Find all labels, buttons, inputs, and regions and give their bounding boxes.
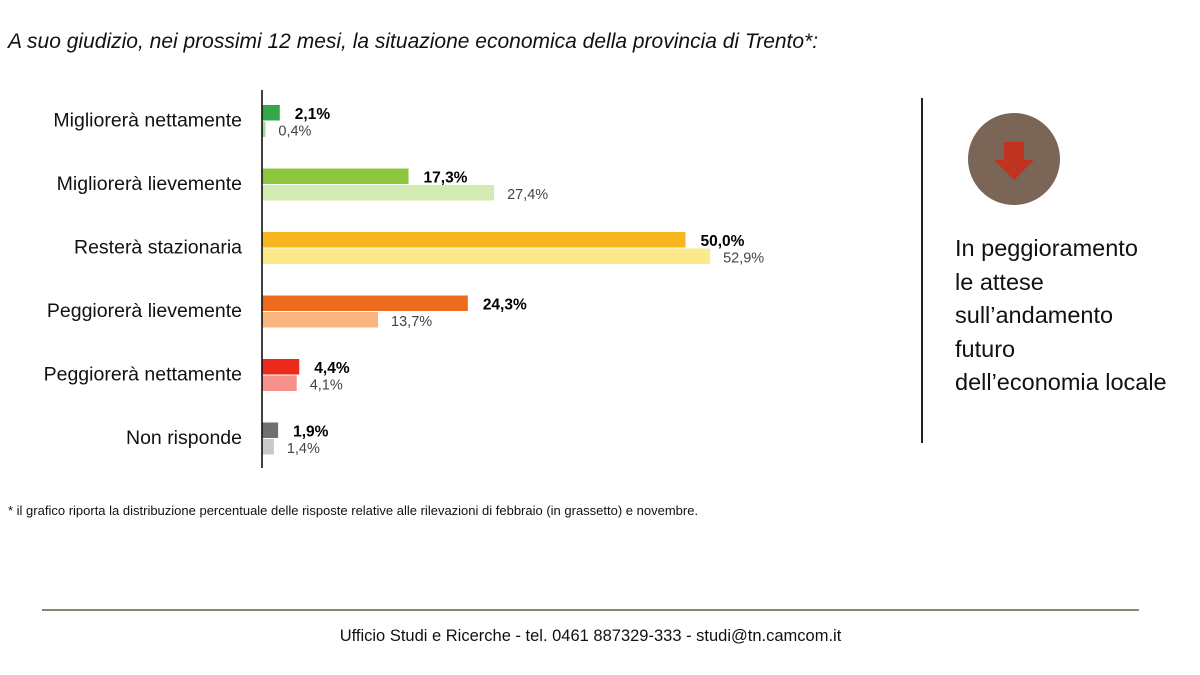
- trend-badge: [967, 112, 1061, 206]
- data-label-novembre: 52,9%: [723, 251, 764, 267]
- chart-question: A suo giudizio, nei prossimi 12 mesi, la…: [8, 30, 819, 53]
- bar-novembre: [262, 312, 379, 328]
- bar-febbraio: [262, 168, 409, 184]
- bar-novembre: [262, 439, 274, 455]
- footer-divider: [42, 609, 1139, 611]
- bar-febbraio: [262, 359, 300, 375]
- bar-febbraio: [262, 232, 686, 248]
- bar-novembre: [262, 375, 297, 391]
- bar-novembre: [262, 121, 266, 137]
- category-label: Peggiorerà lievemente: [47, 300, 242, 322]
- bar-febbraio: [262, 295, 468, 311]
- data-label-novembre: 13,7%: [391, 314, 432, 330]
- side-line: le attese: [955, 268, 1044, 295]
- bar-febbraio: [262, 105, 280, 121]
- category-label: Migliorerà nettamente: [53, 110, 242, 132]
- data-label-febbraio: 17,3%: [424, 170, 468, 187]
- side-line: sull’andamento: [955, 302, 1114, 328]
- data-label-novembre: 0,4%: [278, 124, 311, 140]
- data-label-novembre: 4,1%: [310, 378, 343, 394]
- side-line: dell’economia locale: [955, 369, 1167, 395]
- category-label: Migliorerà lievemente: [57, 173, 242, 195]
- category-label: Resterà stazionaria: [74, 237, 242, 259]
- data-label-novembre: 27,4%: [507, 187, 548, 203]
- data-label-febbraio: 50,0%: [701, 233, 745, 250]
- side-summary: In peggioramento le attese sull’andament…: [955, 232, 1167, 400]
- data-label-novembre: 1,4%: [287, 441, 320, 457]
- data-label-febbraio: 2,1%: [295, 106, 331, 123]
- vertical-divider: [921, 98, 923, 443]
- data-label-febbraio: 24,3%: [483, 297, 527, 314]
- bar-novembre: [262, 185, 495, 201]
- bar-novembre: [262, 248, 711, 264]
- down-arrow-icon: [994, 142, 1034, 180]
- bar-chart: Migliorerà nettamente 2,1%0,4% Migliorerà …: [44, 90, 764, 468]
- data-label-febbraio: 1,9%: [293, 424, 329, 441]
- side-line: futuro: [955, 335, 1016, 362]
- side-line: In peggioramento: [955, 235, 1138, 261]
- data-label-febbraio: 4,4%: [314, 360, 350, 377]
- category-label: Non risponde: [126, 427, 242, 449]
- footer-contact: Ufficio Studi e Ricerche - tel. 0461 887…: [339, 627, 842, 645]
- bar-febbraio: [262, 422, 279, 438]
- footnote: * il grafico riporta la distribuzione pe…: [8, 503, 699, 518]
- category-label: Peggiorerà nettamente: [44, 364, 242, 386]
